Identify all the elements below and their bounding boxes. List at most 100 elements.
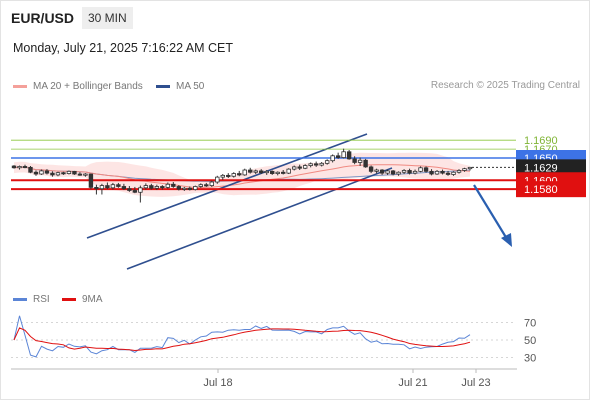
ma20-line [13,164,471,189]
candle [204,182,209,187]
candle [259,169,264,175]
candle [462,167,467,172]
candle [341,148,346,159]
time-tick: Jul 18 [203,377,232,389]
level-target-line: 1.1690 [11,135,558,147]
level-label: 1.1580 [524,184,558,196]
candle [335,152,341,159]
legend-9ma: 9MA [62,294,103,305]
candle [220,174,225,180]
candle [171,182,176,188]
level-last-price: 1.1629 [472,159,586,176]
candle [61,171,66,175]
candle [50,171,55,177]
candle [368,165,374,174]
candle [434,170,440,175]
rsi-line [13,315,471,358]
candle [127,186,132,192]
candle [94,184,99,195]
candle [132,186,138,194]
candle [324,159,330,165]
bollinger-band [14,152,470,197]
candle [39,169,44,175]
candle [456,169,462,174]
candle [143,183,149,190]
candle [264,170,269,175]
candle [88,173,94,190]
candle [357,157,363,167]
candle [110,182,116,190]
candle [429,169,434,176]
candle [379,169,385,175]
candle [281,170,286,175]
candle [116,182,121,188]
rsi-tick: 50 [524,335,536,347]
candle [182,186,187,191]
candle [363,158,368,168]
candle [308,162,313,168]
candle [193,185,198,191]
last-price-label: 1.1629 [524,162,558,174]
legend-swatch [62,298,76,301]
candle [302,164,308,170]
level-label: 1.1690 [524,135,558,147]
candle [451,171,456,176]
candle [385,169,390,175]
candle [352,156,357,165]
candle [286,168,291,175]
candle [418,166,423,173]
candle [33,170,39,176]
timestamp: Monday, July 21, 2025 7:16:22 AM CET [13,41,234,55]
legend-label: MA 50 [176,81,205,92]
legend-swatch [156,85,170,88]
candle [445,170,451,176]
rsi-tick: 70 [524,317,536,329]
candle [121,183,127,191]
symbol-title: EUR/USD [11,10,75,26]
legend-rsi: RSI [13,294,50,305]
candle [226,173,231,179]
legend-label: MA 20 + Bollinger Bands [33,81,143,92]
candle [374,168,379,174]
candle [138,185,143,203]
candle [165,182,171,189]
candle [55,171,61,177]
time-tick: Jul 23 [461,377,490,389]
legend-swatch [13,85,27,88]
legend-label: 9MA [82,294,103,305]
trend-channel [86,133,393,270]
candle [11,165,17,169]
credit-text: Research © 2025 Trading Central [430,80,580,91]
candle [248,167,253,174]
candle [44,169,50,175]
level-target-line: 1.1670 [11,144,558,156]
candle [275,171,280,176]
candle [28,166,33,174]
candle [83,173,88,177]
candle [330,154,335,163]
candle [297,164,302,171]
candle [467,166,473,171]
legend-ma50: MA 50 [156,81,204,92]
rsi-tick: 30 [524,353,536,365]
candle [149,183,154,190]
candle [390,170,396,176]
candle [176,185,182,191]
timeframe-button[interactable]: 30 MIN [82,7,133,29]
candle [105,182,110,190]
candle [270,170,275,175]
candle [412,169,418,175]
legend-label: RSI [33,294,50,305]
candle [22,164,28,169]
candle [215,175,220,184]
candle [440,169,445,175]
candle [291,165,297,171]
channel-lower-line [126,167,393,270]
candle [313,161,319,167]
candle [237,170,242,177]
candle [231,172,236,178]
candle [99,183,105,195]
channel-upper-line [86,133,368,239]
candle [154,184,160,191]
